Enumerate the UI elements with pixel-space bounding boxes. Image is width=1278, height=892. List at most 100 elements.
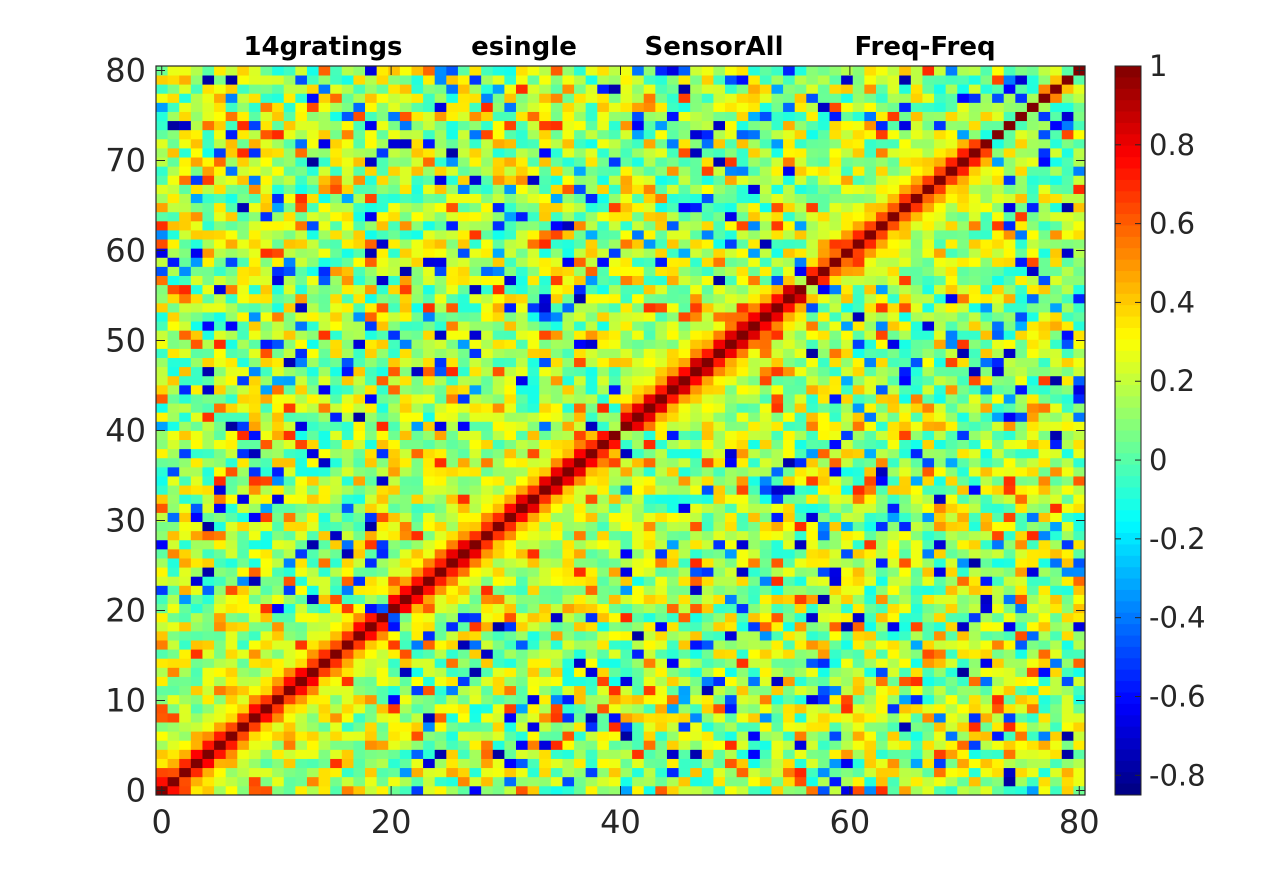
heatmap-cell: [968, 457, 981, 468]
heatmap-cell: [945, 640, 958, 650]
heatmap-cell: [632, 366, 645, 377]
heatmap-cell: [992, 457, 1005, 468]
heatmap-cell: [934, 740, 947, 750]
heatmap-cell: [411, 576, 424, 586]
heatmap-cell: [748, 293, 761, 304]
heatmap-cell: [504, 558, 517, 568]
heatmap-cell: [841, 430, 854, 441]
heatmap-cell: [434, 366, 447, 377]
heatmap-cell: [399, 394, 412, 404]
heatmap-cell: [481, 375, 494, 386]
heatmap-cell: [945, 567, 958, 577]
heatmap-cell: [794, 248, 807, 258]
heatmap-cell: [713, 576, 726, 586]
heatmap-cell: [922, 366, 935, 377]
heatmap-cell: [550, 731, 563, 741]
heatmap-cell: [701, 758, 714, 769]
heatmap-cell: [585, 740, 598, 750]
heatmap-cell: [365, 521, 378, 532]
heatmap-cell: [655, 275, 668, 286]
heatmap-cell: [272, 357, 285, 368]
heatmap-cell: [399, 284, 412, 295]
heatmap-cell: [597, 321, 610, 331]
heatmap-cell: [1015, 284, 1028, 295]
heatmap-cell: [829, 640, 842, 650]
heatmap-cell: [272, 503, 285, 513]
heatmap-cell: [550, 512, 563, 523]
heatmap-cell: [248, 485, 261, 495]
heatmap-cell: [260, 512, 273, 523]
heatmap-cell: [1050, 366, 1063, 377]
heatmap-cell: [817, 658, 830, 668]
heatmap-cell: [1003, 548, 1016, 559]
heatmap-cell: [771, 312, 784, 322]
heatmap-cell: [434, 767, 447, 778]
heatmap-cell: [318, 630, 331, 641]
heatmap-cell: [1038, 703, 1051, 714]
heatmap-cell: [446, 457, 459, 468]
heatmap-cell: [1015, 230, 1028, 240]
heatmap-cell: [585, 694, 598, 705]
heatmap-cell: [771, 649, 784, 659]
heatmap-cell: [783, 749, 796, 759]
heatmap-cell: [666, 275, 679, 286]
heatmap-cell: [829, 394, 842, 404]
heatmap-cell: [597, 548, 610, 559]
heatmap-cell: [643, 603, 656, 614]
heatmap-cell: [992, 403, 1005, 413]
heatmap-cell: [562, 649, 575, 659]
heatmap-cell: [922, 521, 935, 532]
heatmap-cell: [504, 403, 517, 413]
heatmap-cell: [875, 621, 888, 632]
heatmap-cell: [910, 430, 923, 441]
heatmap-cell: [910, 503, 923, 513]
heatmap-cell: [295, 640, 308, 650]
heatmap-cell: [666, 357, 679, 368]
heatmap-cell: [423, 676, 436, 687]
heatmap-cell: [260, 548, 273, 559]
heatmap-cell: [1038, 548, 1051, 559]
heatmap-cell: [190, 731, 203, 741]
heatmap-cell: [365, 512, 378, 523]
heatmap-cell: [539, 302, 552, 313]
heatmap-cell: [330, 312, 343, 322]
heatmap-cell: [469, 758, 482, 769]
heatmap-cell: [1061, 576, 1074, 586]
heatmap-cell: [341, 767, 354, 778]
heatmap-cell: [248, 594, 261, 605]
heatmap-cell: [1003, 640, 1016, 650]
heatmap-cell: [411, 630, 424, 641]
heatmap-cell: [910, 640, 923, 650]
heatmap-cell: [283, 421, 296, 431]
heatmap-cell: [632, 539, 645, 550]
heatmap-cell: [934, 548, 947, 559]
heatmap-cell: [272, 248, 285, 258]
heatmap-cell: [1026, 321, 1039, 331]
heatmap-cell: [655, 348, 668, 358]
heatmap-cell: [980, 767, 993, 778]
heatmap-cell: [353, 576, 366, 586]
heatmap-cell: [608, 658, 621, 668]
heatmap-cell: [945, 758, 958, 769]
heatmap-cell: [945, 357, 958, 368]
heatmap-cell: [504, 576, 517, 586]
heatmap-cell: [992, 558, 1005, 568]
heatmap-cell: [527, 685, 540, 696]
heatmap-cell: [1003, 776, 1016, 787]
heatmap-cell: [156, 758, 169, 769]
heatmap-cell: [945, 767, 958, 778]
heatmap-cell: [922, 230, 935, 240]
heatmap-cell: [1015, 448, 1028, 459]
heatmap-cell: [771, 740, 784, 750]
heatmap-cell: [736, 330, 749, 340]
heatmap-cell: [283, 230, 296, 240]
heatmap-cell: [388, 439, 401, 450]
heatmap-cell: [574, 658, 587, 668]
heatmap-cell: [806, 403, 819, 413]
heatmap-cell: [1026, 548, 1039, 559]
heatmap-cell: [748, 430, 761, 441]
heatmap-cell: [504, 767, 517, 778]
heatmap-cell: [376, 457, 389, 468]
heatmap-cell: [771, 776, 784, 787]
heatmap-cell: [690, 421, 703, 431]
